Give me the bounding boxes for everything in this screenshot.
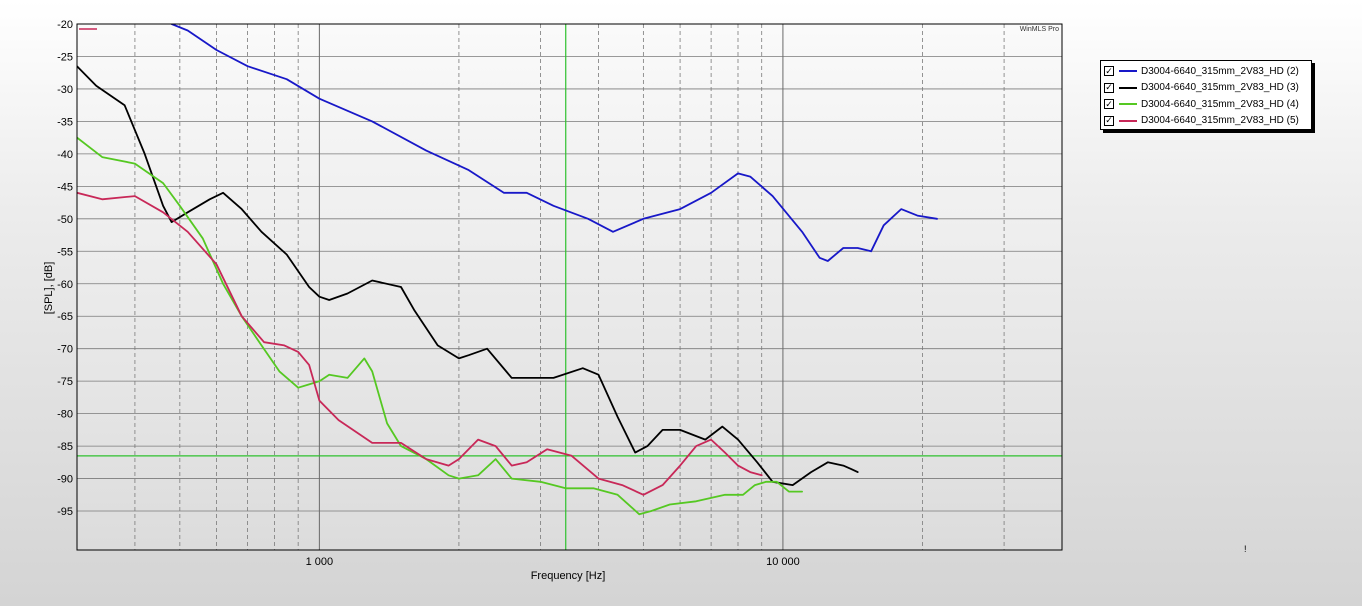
plot-area — [77, 24, 1062, 550]
series-line-4 — [77, 136, 803, 516]
y-tick-label: -65 — [57, 311, 73, 323]
y-tick-label: -40 — [57, 149, 73, 161]
x-tick-labels: 1 000 10 000 — [306, 556, 800, 568]
series-line-2 — [170, 24, 938, 262]
y-tick-label: -30 — [57, 84, 73, 96]
legend-swatch — [1119, 103, 1137, 106]
series-lines — [77, 24, 938, 516]
y-tick-label: -35 — [57, 116, 73, 128]
legend-checkbox[interactable]: ✓ — [1104, 65, 1114, 77]
series-line-3 — [77, 65, 859, 487]
legend-item[interactable]: ✓ D3004-6640_315mm_2V83_HD (5) — [1104, 113, 1311, 130]
watermark-text: WinMLS Pro — [1020, 26, 1059, 33]
legend-item[interactable]: ✓ D3004-6640_315mm_2V83_HD (2) — [1104, 63, 1311, 80]
legend-label: D3004-6640_315mm_2V83_HD (2) — [1141, 65, 1299, 77]
y-tick-label: -80 — [57, 409, 73, 421]
legend-swatch — [1119, 86, 1137, 89]
legend-label: D3004-6640_315mm_2V83_HD (5) — [1141, 115, 1299, 127]
legend-checkbox[interactable]: ✓ — [1104, 98, 1114, 110]
y-tick-label: -20 — [57, 19, 73, 31]
legend-swatch — [1119, 119, 1137, 122]
legend-item[interactable]: ✓ D3004-6640_315mm_2V83_HD (3) — [1104, 80, 1311, 97]
grid-lines — [76, 23, 1063, 550]
legend-item[interactable]: ✓ D3004-6640_315mm_2V83_HD (4) — [1104, 96, 1311, 113]
y-tick-label: -45 — [57, 181, 73, 193]
corner-mark: ! — [1244, 544, 1247, 554]
x-tick-label: 10 000 — [766, 556, 800, 568]
y-tick-label: -85 — [57, 441, 73, 453]
plot-frame — [76, 23, 1063, 551]
legend-checkbox[interactable]: ✓ — [1104, 115, 1114, 126]
y-tick-label: -95 — [57, 506, 73, 518]
y-tick-label: -55 — [57, 246, 73, 258]
y-axis-title: [SPL], [dB] — [43, 262, 55, 315]
legend-checkbox[interactable]: ✓ — [1104, 82, 1114, 93]
legend-label: D3004-6640_315mm_2V83_HD (3) — [1141, 82, 1299, 94]
legend-swatch — [1119, 70, 1137, 73]
x-axis-title: Frequency [Hz] — [531, 570, 606, 582]
legend-label: D3004-6640_315mm_2V83_HD (4) — [1141, 98, 1299, 110]
y-tick-label: -70 — [57, 344, 73, 356]
series-line-5 — [77, 191, 763, 496]
legend: ✓ D3004-6640_315mm_2V83_HD (2) ✓ D3004-6… — [1100, 60, 1312, 130]
y-tick-label: -50 — [57, 214, 73, 226]
y-tick-label: -75 — [57, 376, 73, 388]
y-tick-labels: -20 -25 -30 -35 -40 -45 -50 -55 -60 -65 -70 -75 -80 -… — [57, 19, 73, 518]
y-tick-label: -25 — [57, 51, 73, 63]
y-tick-label: -90 — [57, 474, 73, 486]
x-tick-label: 1 000 — [306, 556, 334, 568]
y-tick-label: -60 — [57, 279, 73, 291]
